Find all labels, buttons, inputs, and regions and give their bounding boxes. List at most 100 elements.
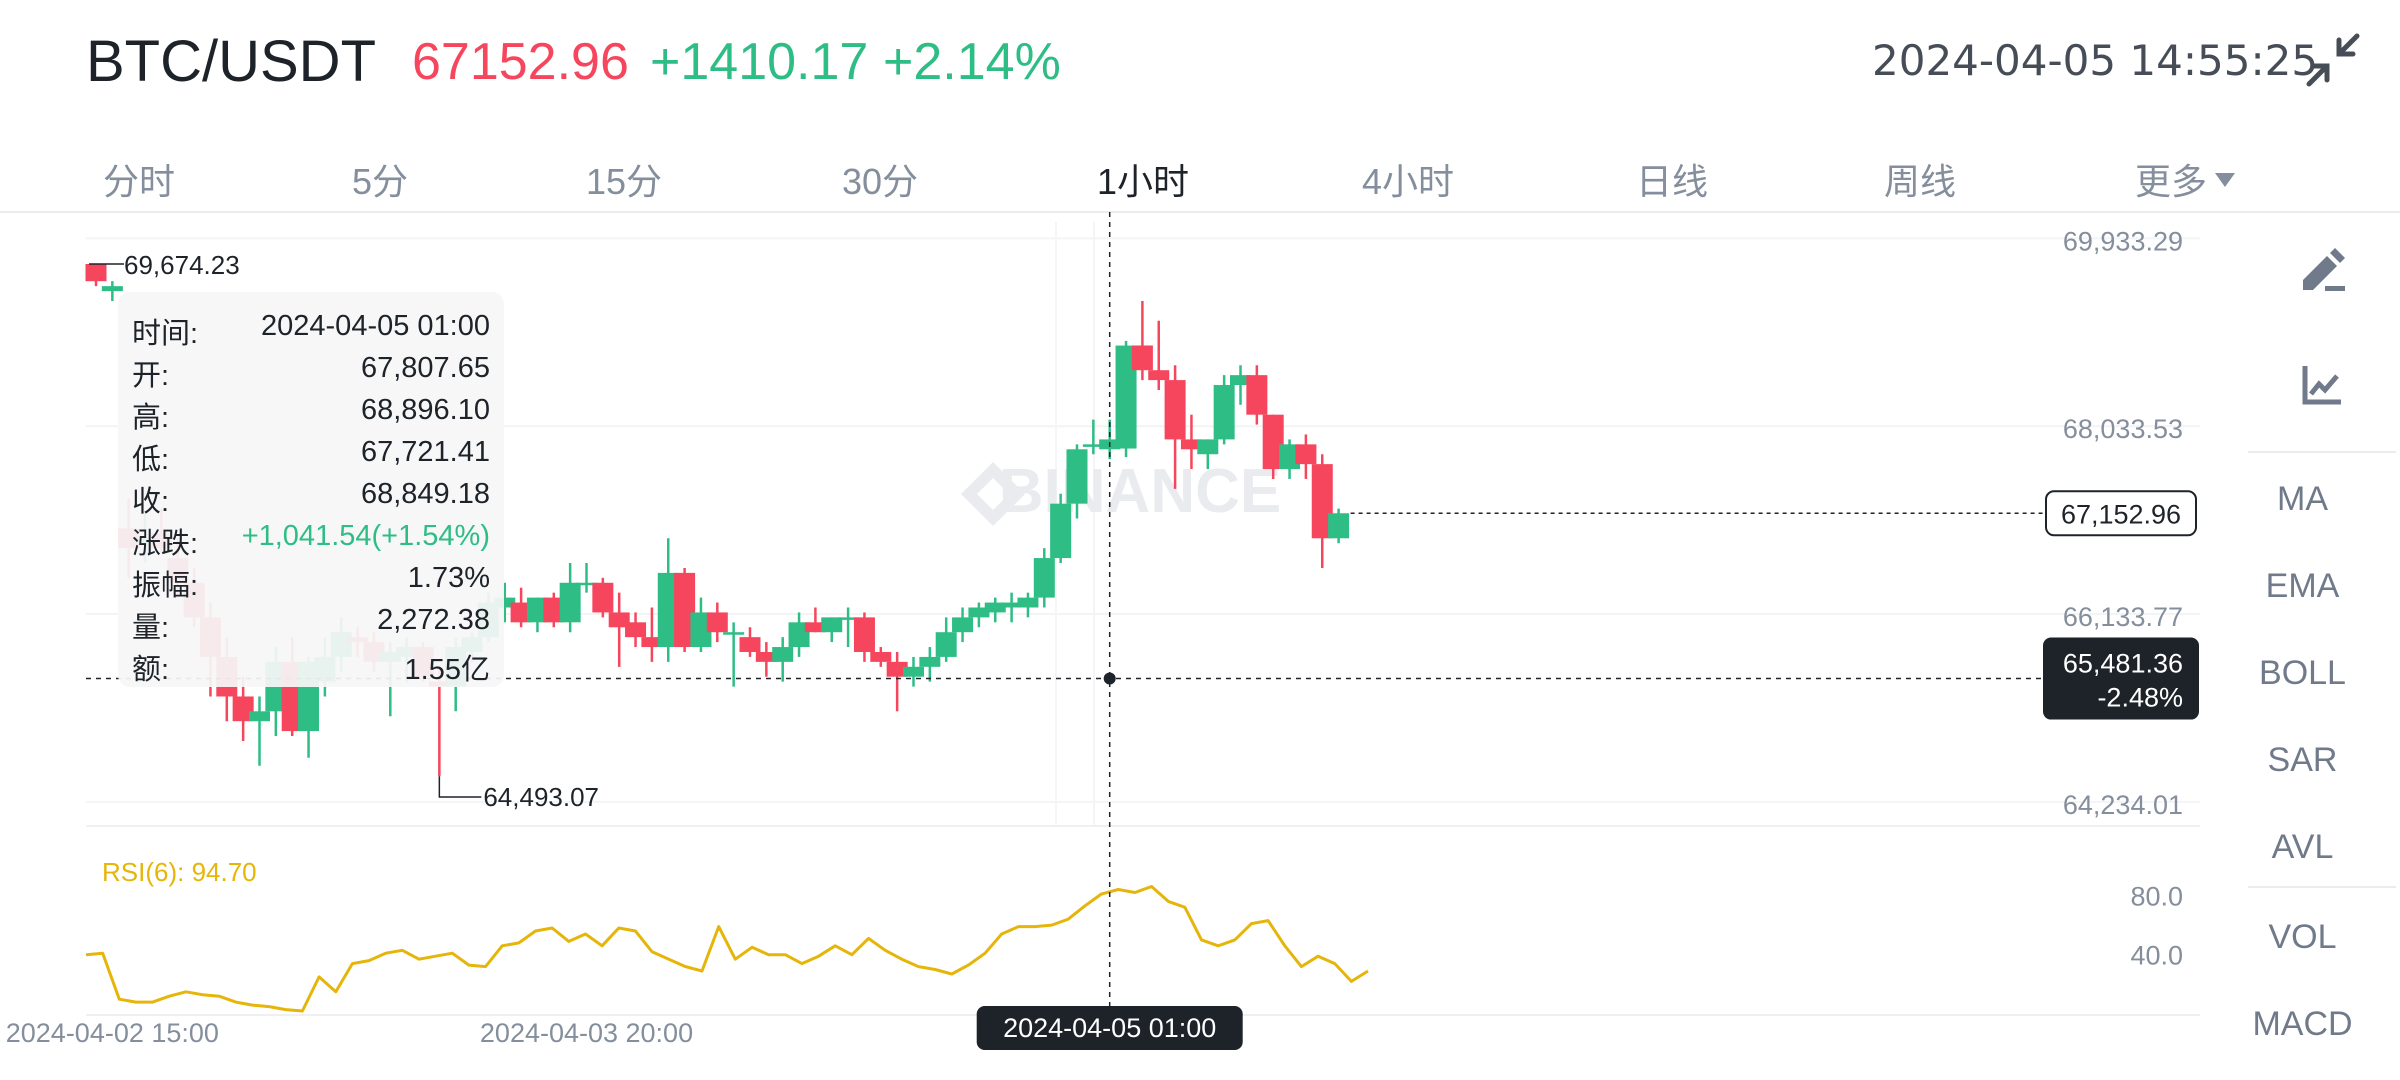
candle-up — [1230, 375, 1251, 386]
tab-more[interactable]: 更多 — [2135, 153, 2236, 205]
candle-up — [968, 607, 990, 618]
candle-down — [625, 622, 647, 638]
binance-watermark: BINANCE — [999, 457, 1281, 526]
candle-down — [804, 622, 826, 633]
candle-down — [886, 661, 908, 677]
right-toolbar — [2245, 212, 2400, 1080]
tab-timeline[interactable]: 分时 — [103, 161, 176, 202]
tab-1d[interactable]: 日线 — [1636, 161, 1709, 202]
indicator-avl[interactable]: AVL — [2271, 828, 2334, 866]
candle-up — [559, 582, 581, 623]
tooltip-row-low: 低: 67,721.41 — [132, 436, 490, 476]
candle-up — [1066, 449, 1088, 504]
indicator-boll[interactable]: BOLL — [2259, 654, 2346, 692]
candle-up — [821, 617, 843, 633]
candle-up — [249, 711, 270, 722]
candle-up — [657, 572, 679, 648]
last-price-tag: 67,152.96 — [2061, 499, 2181, 529]
time-axis-label: 2024-04-02 15:00 — [6, 1018, 219, 1048]
rsi-line — [85, 885, 1369, 1013]
candle-up — [1213, 385, 1235, 440]
crosshair-time: 2024-04-05 01:00 — [1003, 1013, 1216, 1043]
candle-up — [1033, 558, 1055, 598]
exit-fullscreen-icon[interactable] — [2305, 32, 2361, 88]
caret-down-icon — [2215, 173, 2236, 188]
tooltip-row-time: 时间: 2024-04-05 01:00 — [132, 310, 490, 350]
indicator-sar[interactable]: SAR — [2267, 741, 2338, 779]
toolbar-divider — [2248, 886, 2396, 888]
candle-down — [1164, 380, 1186, 440]
price-change-percent: +2.14% — [883, 33, 1061, 91]
tab-more-label: 更多 — [2135, 161, 2208, 202]
tooltip-row-high: 高: 68,896.10 — [132, 394, 490, 434]
candle-down — [706, 612, 728, 633]
indicator-macd[interactable]: MACD — [2252, 1005, 2353, 1043]
tooltip-row-turnover: 额: 1.55亿 — [132, 654, 490, 686]
tab-1h[interactable]: 1小时 — [1097, 161, 1190, 202]
candle-down — [1246, 375, 1268, 415]
tab-1w[interactable]: 周线 — [1884, 161, 1957, 202]
chart-overlay: 69,674.23 64,493.07 67,152.96 65,481.36 -2.4… — [6, 212, 2199, 1050]
candle-down — [608, 612, 630, 628]
candle-down — [592, 582, 614, 613]
candle-up — [1279, 444, 1301, 470]
price-tick-label: 69,933.29 — [2063, 226, 2183, 256]
candle-tooltip: 时间: 2024-04-05 01:00 开: 67,807.65 高: 68,896… — [118, 292, 504, 687]
candle-up — [772, 647, 794, 662]
price-tick-label: 66,133.77 — [2063, 602, 2183, 632]
candle-up — [935, 632, 957, 657]
candle-up — [952, 617, 974, 633]
tab-5m[interactable]: 5分 — [352, 161, 409, 202]
tooltip-row-change: 涨跌: +1,041.54(+1.54%) — [132, 520, 490, 560]
candle-up — [1328, 513, 1350, 539]
price-tick-label: 64,234.01 — [2063, 790, 2183, 820]
candle-down — [870, 651, 892, 662]
last-price-box — [2045, 490, 2197, 537]
candle-up — [1017, 597, 1039, 608]
candle-up — [101, 286, 123, 292]
candle-down — [853, 617, 875, 652]
crosshair-percent: -2.48% — [2097, 683, 2183, 713]
candle-up — [1001, 602, 1023, 608]
candle-down — [1131, 345, 1153, 371]
indicator-vol[interactable]: VOL — [2268, 918, 2337, 956]
low-price-label: 64,493.07 — [483, 782, 599, 812]
header: BTC/USDT 67152.96 +1410.17 +2.14% 2024-0… — [0, 0, 2400, 130]
price-tick-label: 68,033.53 — [2063, 414, 2183, 444]
trading-pair[interactable]: BTC/USDT — [86, 29, 376, 94]
candle-up — [723, 632, 745, 635]
candle-down — [510, 602, 532, 623]
indicator-chart-icon[interactable] — [2299, 362, 2345, 408]
candle-up — [984, 602, 1006, 613]
candle-up — [1115, 345, 1137, 449]
indicator-ma[interactable]: MA — [2277, 480, 2328, 518]
tab-15m[interactable]: 15分 — [586, 161, 663, 202]
rsi-panel: RSI(6): 94.70 80.0 40.0 — [85, 857, 2183, 1013]
candle-down — [1180, 439, 1202, 450]
indicator-ema[interactable]: EMA — [2265, 567, 2340, 605]
drawing-pencil-icon[interactable] — [2297, 242, 2349, 294]
rsi-tick-label: 40.0 — [2130, 941, 2183, 971]
binance-logo-icon — [961, 462, 1025, 526]
high-price-label: 69,674.23 — [124, 250, 240, 280]
candle-down — [739, 637, 761, 652]
crosshair-time-box — [976, 1006, 1243, 1050]
candle-down — [641, 637, 663, 648]
candle-down — [674, 572, 696, 648]
candle-down — [1262, 414, 1284, 470]
candle-down — [232, 696, 254, 722]
tooltip-row-amplitude: 振幅: 1.73% — [132, 562, 490, 602]
candle-down — [1311, 464, 1333, 539]
candle-down — [1148, 370, 1170, 381]
candle-up — [576, 582, 597, 586]
tooltip-row-open: 开: 67,807.65 — [132, 352, 490, 392]
tab-30m[interactable]: 30分 — [842, 161, 919, 202]
candle-down — [755, 651, 777, 662]
candle-up — [788, 622, 810, 648]
tab-4h[interactable]: 4小时 — [1362, 161, 1455, 202]
candle-up — [1050, 503, 1072, 559]
tooltip-row-close: 收: 68,849.18 — [132, 478, 490, 518]
time-axis-label: 2024-04-03 20:00 — [480, 1018, 693, 1048]
price-change: +1410.17 — [650, 33, 869, 91]
toolbar-divider — [2248, 451, 2396, 453]
